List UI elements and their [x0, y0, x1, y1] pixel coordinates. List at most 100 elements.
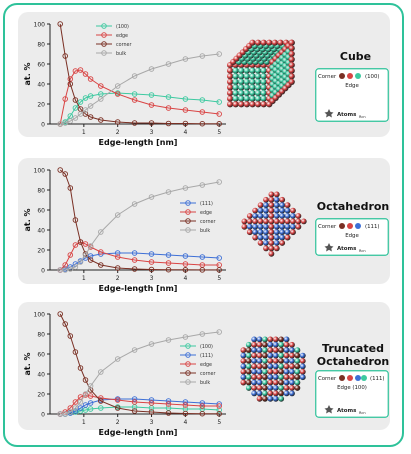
edge-atom	[263, 245, 269, 252]
legend-text-corner: Corner	[318, 224, 337, 230]
data-point-corner	[87, 114, 94, 120]
data-point-edge	[165, 105, 172, 111]
y-tick-label: 40	[37, 82, 45, 89]
x-tick-label: 2	[116, 419, 120, 426]
cluster-atom	[256, 347, 263, 354]
cluster-atom	[278, 363, 285, 370]
legend-label-100: (100)	[116, 24, 129, 30]
data-point-corner	[67, 185, 74, 191]
y-tick-label: 0	[41, 412, 45, 419]
cluster-atom	[251, 385, 258, 391]
cluster-atom	[289, 368, 295, 375]
data-point-bulk	[72, 115, 79, 121]
octahedron-cluster-image	[241, 191, 307, 257]
x-axis-title: Edge-length [nm]	[99, 284, 178, 293]
cluster-atom	[267, 385, 274, 391]
cluster-atom	[262, 358, 268, 364]
facet-atom	[249, 90, 256, 97]
data-point-bulk	[165, 189, 172, 195]
data-point-100	[87, 406, 94, 412]
legend-swatch-marker-111	[185, 352, 191, 358]
cluster-atom	[245, 368, 252, 375]
cluster-atom	[299, 374, 306, 381]
legend-swatch-marker-100	[101, 23, 107, 29]
data-point-bulk	[77, 111, 84, 117]
cluster-atom	[262, 390, 268, 397]
data-point-edge	[98, 249, 104, 255]
octahedron-site-legend-box: Corner (111) Edge Atoms Rcn	[315, 218, 389, 256]
facet-atom	[263, 240, 269, 246]
facet-atom	[273, 213, 280, 219]
data-point-corner	[216, 411, 222, 417]
corner-atom-swatch	[339, 223, 345, 229]
data-point-edge	[216, 403, 222, 409]
edge-atom	[288, 62, 295, 69]
facet-atom	[252, 213, 259, 219]
data-point-111	[148, 251, 155, 257]
data-point-edge	[72, 242, 79, 248]
x-axis-title: Edge-length [nm]	[99, 428, 178, 437]
cluster-atom	[294, 379, 301, 386]
y-tick-label: 60	[37, 208, 45, 215]
facet-atom	[238, 84, 245, 91]
data-point-corner	[199, 267, 206, 273]
facet-atom	[273, 223, 280, 230]
data-point-bulk	[67, 409, 74, 415]
data-point-bulk	[67, 266, 74, 272]
cube-cluster-image	[227, 39, 295, 108]
series-line-corner	[59, 23, 220, 125]
facet-atom	[243, 67, 250, 74]
edge-atom-swatch	[347, 375, 353, 381]
data-point-111	[77, 405, 84, 411]
cluster-atom	[278, 374, 285, 381]
legend-text-atoms: Atoms	[337, 408, 356, 414]
edge-atom	[288, 56, 295, 63]
facet-atom	[232, 84, 239, 91]
data-point-corner	[114, 405, 121, 411]
data-point-edge	[62, 96, 68, 102]
facet-atom	[279, 234, 286, 241]
data-point-bulk	[182, 56, 189, 62]
data-point-corner	[98, 398, 104, 404]
data-point-100	[131, 91, 138, 97]
data-point-111	[72, 408, 79, 414]
data-point-edge	[182, 107, 189, 113]
edge-atom	[290, 229, 296, 236]
data-point-corner	[57, 21, 63, 27]
x-tick-label: 4	[183, 275, 187, 282]
data-point-edge	[114, 397, 121, 403]
cluster-atom	[256, 358, 263, 364]
edge-atom	[257, 202, 264, 209]
facet-atom	[257, 213, 264, 219]
edge-atom	[288, 39, 295, 46]
cluster-atom	[294, 385, 301, 391]
corner-atom-swatch	[339, 375, 345, 381]
data-point-corner	[131, 408, 138, 414]
cluster-atom	[289, 374, 295, 381]
cluster-atom	[299, 352, 306, 359]
edge-atom	[295, 213, 302, 219]
cluster-atom	[283, 363, 290, 370]
data-point-edge	[87, 393, 94, 399]
edge-atom	[246, 229, 253, 236]
data-point-bulk	[77, 399, 84, 405]
cluster-atom	[245, 379, 252, 386]
facet-atom	[284, 213, 291, 219]
cluster-atom	[256, 385, 263, 391]
data-point-bulk	[67, 118, 74, 124]
data-point-111	[199, 400, 206, 406]
cube-panel: 0 20 40 60 80 100 1 2 3 4 5 at. % Edge-length [nm] (1…	[18, 12, 390, 147]
edge-atom	[268, 191, 275, 198]
cluster-atom	[245, 347, 252, 354]
cluster-atom	[262, 374, 268, 381]
data-point-corner	[72, 217, 79, 223]
legend-text-atoms: Atoms	[337, 112, 356, 118]
cluster-atom	[256, 368, 263, 375]
data-point-bulk	[72, 405, 79, 411]
y-axis-title: at. %	[23, 62, 32, 85]
cluster-atom	[278, 347, 285, 354]
cluster-atom	[240, 363, 247, 370]
facet-atom	[257, 223, 264, 230]
x-tick-label: 2	[116, 129, 120, 136]
legend-label-edge: edge	[116, 33, 128, 39]
